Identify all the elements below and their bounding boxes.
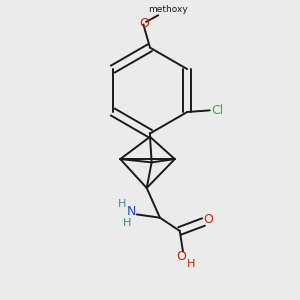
Text: H: H <box>123 218 131 228</box>
Text: O: O <box>139 17 149 30</box>
Text: H: H <box>118 200 126 209</box>
Text: H: H <box>187 259 196 269</box>
Text: O: O <box>203 213 213 226</box>
Text: O: O <box>176 250 186 263</box>
Text: methoxy: methoxy <box>148 5 188 14</box>
Text: N: N <box>127 205 136 218</box>
Text: Cl: Cl <box>211 104 223 117</box>
